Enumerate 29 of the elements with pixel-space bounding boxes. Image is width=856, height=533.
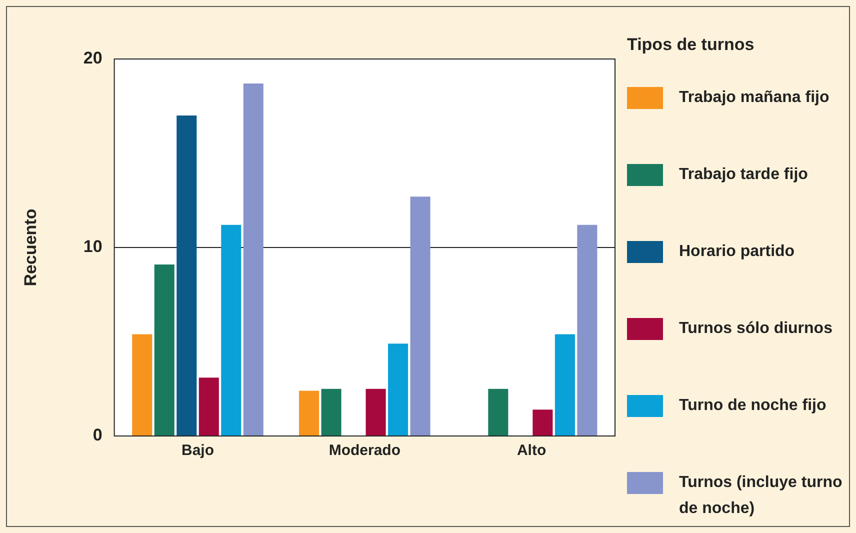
bar [321,388,342,436]
bar [577,224,598,436]
bar [243,84,264,436]
legend-label: Horario partido [679,242,796,262]
x-tick-label: Bajo [182,442,214,460]
bar [366,388,386,436]
legend-label: Turno de noche fijo [679,396,828,416]
bar [221,224,242,436]
y-axis-title: Recuento [20,208,40,286]
legend-title: Tipos de turnos [627,35,756,55]
bar [132,334,152,436]
legend-label: Turnos sólo diurnos [679,319,834,339]
legend-label: Trabajo tarde fijo [679,165,809,185]
x-tick-label: Alto [516,442,546,460]
bar [410,196,430,436]
bar [388,344,408,436]
bar [488,388,508,436]
bar [299,390,320,436]
y-tick-label: 20 [83,48,102,68]
y-tick-label: 0 [92,426,102,445]
legend-label: Turnos (incluye turno de noche) [679,473,844,519]
bar [198,378,219,436]
legend-label: Trabajo mañana fijo [679,88,830,108]
bar [532,410,553,436]
bar [154,264,174,436]
y-tick-label: 10 [83,237,102,256]
bar [554,334,575,436]
bar [176,116,197,436]
x-tick-label: Moderado [328,442,400,460]
